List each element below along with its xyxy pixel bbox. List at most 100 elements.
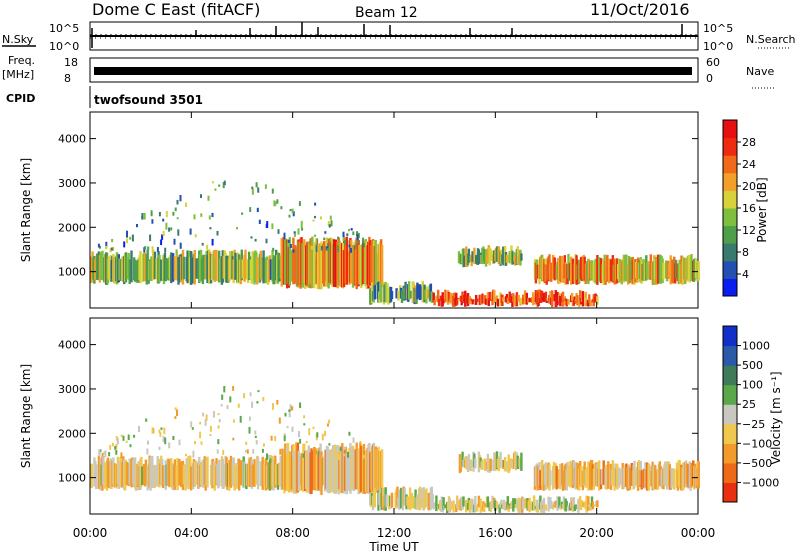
echo-cell — [544, 291, 547, 301]
echo-cell — [251, 188, 254, 195]
echo-cell — [503, 499, 506, 510]
echo-cell — [211, 238, 214, 246]
echo-cell — [509, 293, 512, 303]
echo-cell — [456, 299, 459, 305]
echo-cell — [158, 254, 161, 283]
echo-cell — [105, 245, 108, 250]
echo-cell — [479, 498, 482, 513]
echo-cell — [400, 290, 404, 303]
echo-cell — [404, 281, 407, 301]
power-yticks: 4000 3000 2000 1000 — [58, 133, 698, 279]
echo-cell — [574, 462, 577, 490]
echo-cell — [164, 437, 167, 445]
echo-cell — [99, 245, 101, 249]
echo-cell — [497, 246, 500, 265]
colorbar-tick-label: 24 — [742, 158, 756, 171]
echo-cell — [457, 298, 461, 301]
freq-panel: Freq. [MHz] 18 8 60 0 Nave — [2, 54, 776, 89]
echo-cell — [541, 291, 544, 302]
velocity-panel: Slant Range [km] 4000 3000 2000 1000 1000 50… — [19, 317, 783, 515]
echo-cell — [325, 241, 328, 247]
echo-cell — [222, 449, 225, 455]
echo-cell — [276, 400, 279, 405]
echo-cell — [447, 292, 451, 302]
echo-cell — [162, 231, 165, 237]
colorbar-segment — [723, 326, 737, 347]
echo-cell — [287, 451, 291, 493]
echo-cell — [357, 232, 360, 239]
echo-cell — [348, 431, 351, 436]
power-data — [90, 180, 700, 308]
echo-cell — [212, 411, 215, 418]
echo-cell — [299, 402, 302, 408]
echo-cell — [288, 412, 291, 418]
echo-cell — [609, 259, 613, 282]
echo-cell — [690, 462, 693, 488]
echo-cell — [217, 413, 220, 416]
echo-cell — [218, 419, 221, 423]
echo-cell — [172, 211, 175, 216]
echo-cell — [215, 249, 218, 282]
x-tick-label: 08:00 — [275, 526, 310, 540]
echo-cell — [151, 219, 154, 224]
echo-cell — [329, 449, 332, 493]
echo-cell — [356, 231, 358, 237]
echo-cell — [373, 285, 376, 300]
colorbar-segment — [723, 190, 737, 209]
colorbar-segment — [723, 443, 737, 464]
echo-cell — [561, 291, 565, 307]
echo-cell — [513, 254, 517, 266]
echo-cell — [520, 452, 523, 471]
echo-cell — [536, 264, 539, 279]
echo-cell — [600, 469, 604, 485]
echo-cell — [144, 459, 148, 486]
echo-cell — [313, 242, 316, 289]
echo-cell — [261, 456, 264, 490]
echo-cell — [606, 254, 609, 282]
echo-cell — [128, 259, 131, 284]
echo-cell — [194, 234, 197, 238]
nsky-tick-bottom: 10^0 — [49, 40, 79, 53]
echo-cell — [538, 289, 541, 303]
echo-cell — [95, 464, 98, 490]
echo-cell — [565, 299, 568, 307]
echo-cell — [310, 448, 313, 494]
echo-cell — [550, 501, 553, 509]
echo-cell — [291, 406, 294, 411]
echo-cell — [336, 446, 338, 453]
echo-cell — [493, 289, 496, 303]
y-tick-label: 4000 — [58, 133, 86, 146]
colorbar-tick-label: −500 — [742, 457, 772, 470]
y-tick-label: 3000 — [58, 177, 86, 190]
echo-cell — [390, 291, 394, 300]
echo-cell — [418, 284, 422, 301]
echo-cell — [316, 432, 319, 438]
echo-cell — [222, 464, 225, 489]
echo-cell — [474, 458, 477, 469]
echo-cell — [552, 501, 556, 507]
echo-cell — [170, 252, 173, 284]
echo-cell — [190, 466, 193, 491]
echo-cell — [143, 247, 146, 253]
echo-cell — [484, 298, 488, 305]
echo-cell — [302, 453, 305, 458]
echo-cell — [342, 231, 345, 238]
echo-cell — [254, 430, 257, 435]
echo-cell — [209, 227, 212, 230]
echo-cell — [151, 427, 154, 434]
echo-cell — [560, 256, 564, 282]
echo-cell — [408, 281, 411, 300]
echo-cell — [250, 236, 253, 239]
echo-cell — [289, 209, 292, 212]
echo-cell — [532, 298, 536, 305]
echo-cell — [256, 207, 259, 213]
echo-cell — [229, 396, 232, 403]
echo-cell — [433, 502, 436, 507]
echo-cell — [642, 259, 645, 282]
echo-cell — [195, 258, 198, 279]
colorbar-segment — [723, 208, 737, 227]
nsky-panel: N.Sky 10^5 10^0 10^5 10^0 N.Search — [2, 21, 796, 53]
echo-cell — [465, 295, 468, 304]
echo-cell — [127, 434, 130, 441]
echo-cell — [542, 292, 546, 303]
